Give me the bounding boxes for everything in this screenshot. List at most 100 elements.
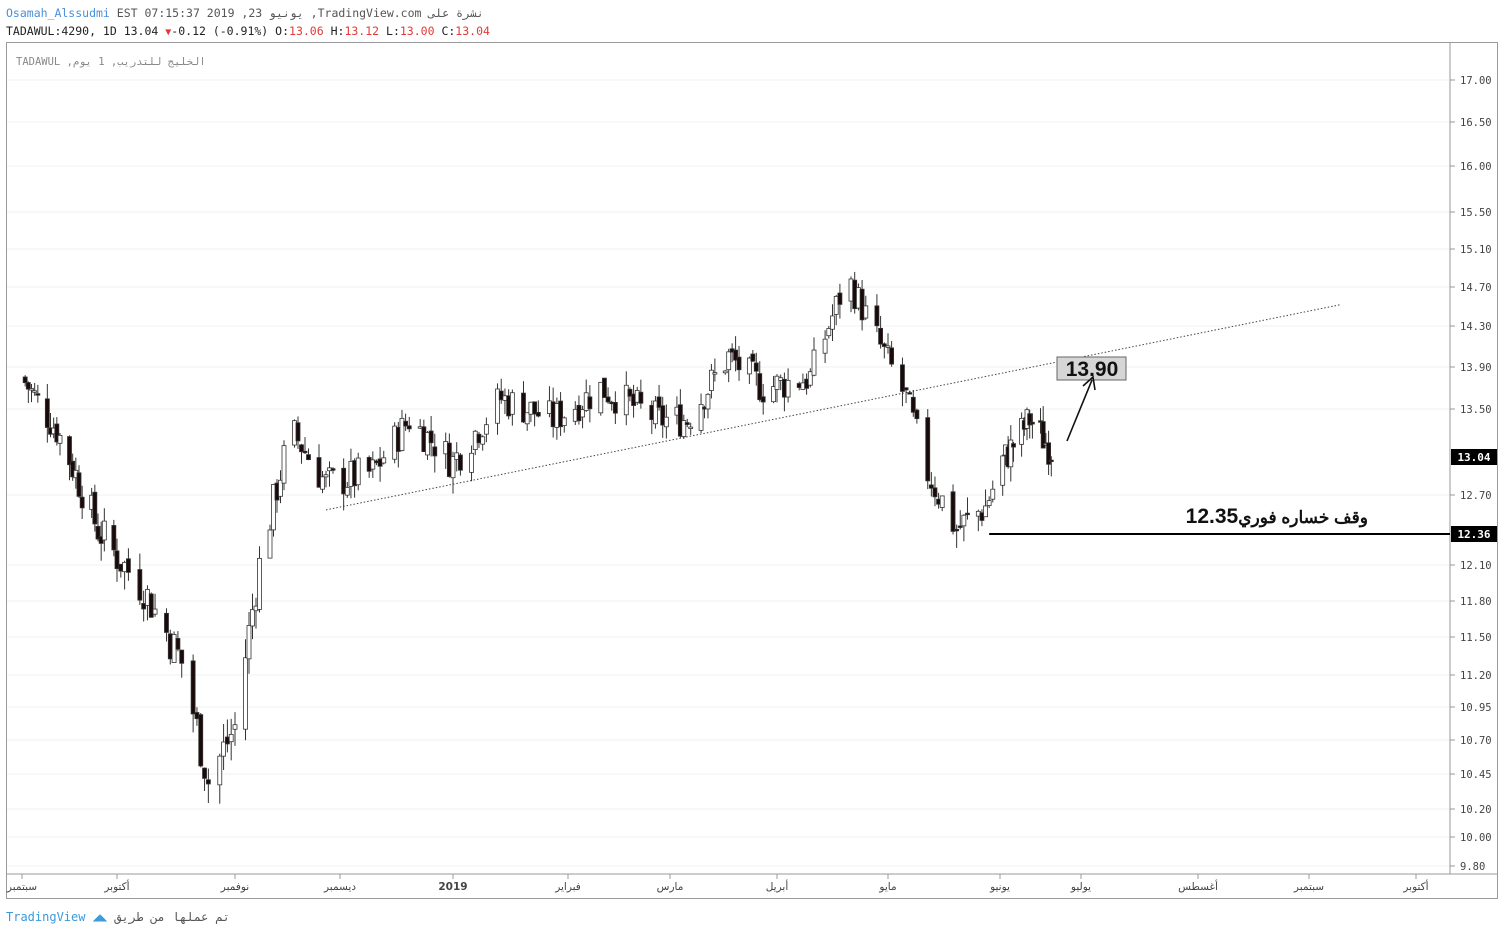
candle-body-up [826,328,832,337]
candle-body-up [726,351,732,371]
candle [114,538,120,582]
candle [377,447,383,482]
candle [950,484,956,535]
target-annotation[interactable]: 13.90 [1056,356,1127,381]
chart-frame[interactable] [6,42,1498,899]
open-value: 13.06 [289,24,324,38]
candle-body-up [145,589,150,606]
candle-body-up [450,456,456,479]
time-tick-label: ديسمبر [323,881,356,893]
candle [833,294,839,326]
candle [859,280,865,331]
candle-body-down [859,288,865,321]
candle-body-down [179,649,185,664]
candle [830,304,835,341]
candle [900,357,905,407]
candle-body-up [1000,455,1006,486]
candle [330,467,336,474]
time-tick-label: يوليو [1070,881,1091,893]
candle [878,315,883,349]
candle [712,358,718,382]
price-tick-label: 12.70 [1460,490,1492,502]
candle-body-down [1027,413,1033,426]
stop-loss-label[interactable]: 12.35وقف خساره فوري [1186,505,1368,528]
candle [627,387,633,402]
candle-body-up [221,741,226,757]
candle-body-up [228,734,234,743]
candle [660,396,666,438]
candle [175,631,181,652]
candle-body-up [355,457,361,486]
target-label: 13.90 [1066,358,1119,381]
low-label: L: [386,24,400,38]
candle-body-down [295,422,301,442]
candle [623,371,629,426]
price-tick-label: 13.50 [1460,404,1492,416]
candle [271,483,276,537]
candle-body-up [961,514,967,527]
price-tick-label: 15.50 [1460,207,1492,219]
candle-body-up [580,409,585,418]
candle [558,392,563,436]
candle [141,590,147,622]
candle-body-up [863,305,869,319]
candle-body-down [302,450,308,454]
candle [355,452,361,491]
candle-body-down [70,460,76,478]
candle [29,384,34,403]
trendline[interactable] [325,304,1342,511]
close-value: 13.04 [455,24,490,38]
price-tick-label: 10.00 [1460,832,1492,844]
candle [232,712,238,746]
candle [137,553,143,605]
candle [179,649,185,678]
candle [1000,454,1006,496]
candle [316,444,322,488]
candle [954,524,960,548]
candle-body-down [164,612,169,633]
price-tick-label: 14.30 [1460,321,1492,333]
candle-body-up [774,375,780,390]
candle-body-down [341,467,347,495]
candle-body-down [458,454,463,471]
candle [535,400,541,418]
candle-body-up [217,755,223,786]
candle-body-down [175,638,181,650]
time-tick-label: أبريل [766,879,789,893]
candle [698,393,704,434]
candles [22,271,1054,804]
candle [164,608,169,642]
candle-body-up [323,474,329,478]
candle-body-down [736,356,742,371]
candle-body-up [101,520,107,541]
close-label: C: [441,24,456,38]
price-tick-label: 16.50 [1460,117,1492,129]
candle [928,472,934,497]
candle [602,377,607,398]
candle [837,283,843,319]
candle [44,384,50,443]
candle-body-up [663,416,669,428]
candle [327,461,332,487]
candle [217,753,223,804]
candle [1040,406,1046,449]
candle-body-down [198,714,204,767]
candle [561,416,567,433]
last-price-tag-box [1451,449,1497,465]
tradingview-logo[interactable]: TradingView [6,910,86,924]
time-tick-label: سبتمبر [6,881,37,893]
open-label: O: [275,24,290,38]
candle-body-up [281,445,287,484]
candle-body-up [709,369,714,391]
target-arrow[interactable] [1066,375,1096,442]
candle [198,712,204,768]
candle [148,592,154,618]
candle-body-down [299,444,304,453]
candle-body-down [330,468,336,471]
candle [605,387,611,404]
candle-body-down [656,396,662,408]
candle [785,368,791,403]
candle-body-up [1019,417,1024,445]
author-name[interactable]: Osamah_Alssudmi [6,6,110,20]
